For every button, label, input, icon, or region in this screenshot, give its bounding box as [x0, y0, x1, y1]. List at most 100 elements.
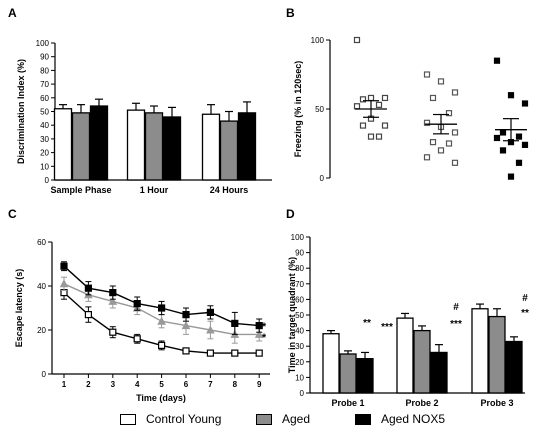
panel-d-y-tick-label: 40 [295, 327, 304, 336]
panel-d-bar [488, 315, 506, 394]
panel-c-data-point [60, 262, 68, 270]
legend-label-aged: Aged [282, 412, 311, 426]
panel-c-data-point [231, 319, 239, 327]
panel-b-data-point [359, 96, 367, 103]
panel-a-bar [53, 108, 73, 181]
panel-d-x-tick-label: Probe 1 [331, 398, 364, 408]
panel-a-bar [126, 109, 146, 181]
panel-c-data-point [109, 289, 117, 297]
panel-b-data-point [451, 159, 459, 166]
panel-b-data-point [507, 173, 515, 180]
panel-c-data-point [133, 335, 141, 343]
panel-d-bar [413, 329, 431, 394]
legend-label-control-young: Control Young [146, 412, 222, 426]
panel-c-y-tick-label: 0 [42, 370, 47, 379]
panel-b-data-point [353, 36, 361, 44]
panel-d-bar [505, 340, 523, 394]
panel-d-bar [471, 308, 489, 394]
panel-d-significance-marker: ** [363, 318, 371, 329]
panel-d-bar [396, 317, 414, 394]
panel-a-y-tick-label: 60 [40, 94, 49, 103]
panel-b-data-point [437, 147, 445, 154]
panel-a-bar [144, 112, 164, 181]
panel-c-data-point [182, 311, 190, 319]
panel-a-y-tick-label: 90 [40, 53, 49, 62]
panel-a-bar [237, 112, 257, 181]
panel-c-data-point [59, 279, 69, 288]
panel-c-y-tick-label: 60 [37, 238, 46, 247]
panel-b-data-point [445, 140, 453, 147]
panel-c-x-tick-label: 1 [62, 380, 67, 389]
panel-a-y-tick-label: 20 [40, 149, 49, 158]
panel-d-y-tick-label: 10 [295, 373, 304, 382]
panel-b-data-point [451, 129, 459, 136]
panel-b-y-tick-label: 100 [311, 36, 325, 45]
panel-c-x-tick-label: 9 [257, 380, 262, 389]
panel-c-x-tick-label: 5 [159, 380, 164, 389]
panel-c-data-point [254, 329, 264, 338]
panel-b-data-point [367, 94, 375, 102]
panel-b-data-point [375, 133, 383, 140]
panel-b-data-point [499, 147, 507, 154]
panel-b-data-point [507, 92, 515, 99]
panel-b-data-point [353, 103, 361, 110]
panel-d-y-tick-label: 50 [295, 311, 304, 320]
legend-swatch-aged [256, 413, 272, 425]
panel-b-data-point [445, 110, 453, 117]
panel-c-x-tick-label: 6 [184, 380, 189, 389]
panel-b-data-point [429, 94, 437, 102]
legend-item-control-young: Control Young [120, 412, 221, 426]
panel-c-y-tick-label: 40 [37, 282, 46, 291]
legend-label-aged-nox5: Aged NOX5 [381, 412, 446, 426]
panel-b-data-point [515, 133, 523, 140]
panel-c-data-point [255, 322, 263, 330]
panel-b-data-point [367, 133, 375, 140]
panel-c-x-tick-label: 8 [233, 380, 238, 389]
panel-b-y-tick-label: 0 [320, 174, 325, 183]
panel-b-data-point [423, 119, 431, 126]
panel-d-y-tick-label: 80 [295, 264, 304, 273]
panel-c-x-tick-label: 3 [111, 380, 116, 389]
panel-b-data-point [375, 101, 383, 108]
panel-a-x-tick-label: 1 Hour [140, 185, 169, 195]
panel-c-x-tick-label: 7 [208, 380, 213, 389]
panel-d-significance-marker: *** [450, 319, 462, 330]
legend-item-aged: Aged [256, 412, 310, 426]
panel-d-y-tick-label: 90 [295, 249, 304, 258]
panel-a-y-tick-label: 10 [40, 162, 49, 171]
panel-c-data-point [84, 311, 93, 319]
panel-d-y-tick-label: 20 [295, 358, 304, 367]
panel-c-data-point [182, 347, 190, 355]
panel-d-bar [356, 358, 374, 394]
panel-c-data-point [109, 328, 117, 336]
panel-c-data-point [158, 341, 166, 349]
panel-d-significance-marker: # [522, 293, 528, 304]
panel-letter-b: B [286, 6, 295, 20]
panel-b-data-point [423, 71, 431, 78]
panel-b-data-point [437, 78, 445, 85]
panel-d-y-label: Time in target quadrant (%) [287, 257, 297, 373]
panel-b-data-point [515, 159, 523, 166]
panel-c-data-point [255, 349, 263, 357]
panel-d-bar [339, 353, 357, 394]
panel-b-data-point [381, 94, 389, 102]
panel-c-significance-marker: * [262, 332, 267, 344]
panel-d-y-tick-label: 30 [295, 342, 304, 351]
panel-c-x-label: Time (days) [136, 393, 186, 403]
panel-a-y-tick-label: 0 [45, 176, 50, 185]
panel-c-data-point [206, 349, 214, 357]
panel-b-data-point [381, 122, 389, 129]
panel-b-data-point [493, 57, 501, 64]
panel-b-data-point [521, 141, 529, 148]
legend-swatch-aged-nox5 [355, 413, 371, 425]
panel-d-significance-marker: # [453, 302, 459, 313]
panel-letter-d: D [286, 207, 295, 221]
panel-b-data-point [493, 134, 501, 142]
panel-c-data-point [84, 284, 93, 292]
panel-a-y-tick-label: 40 [40, 121, 49, 130]
panel-d-x-tick-label: Probe 2 [405, 398, 438, 408]
panel-c-y-tick-label: 20 [37, 326, 46, 335]
panel-a-x-tick-label: Sample Phase [50, 185, 111, 195]
panel-d-y-tick-label: 100 [291, 233, 305, 242]
panel-d-y-tick-label: 60 [295, 295, 304, 304]
